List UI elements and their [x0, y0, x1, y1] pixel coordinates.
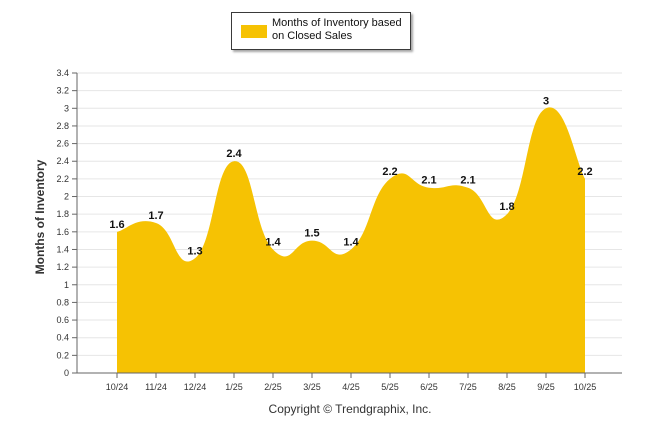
x-tick-label: 9/25 — [537, 382, 555, 392]
data-label: 1.5 — [304, 228, 319, 240]
y-tick-label: 0.4 — [56, 333, 69, 343]
y-tick-label: 3 — [64, 103, 69, 113]
data-label: 1.3 — [187, 245, 202, 257]
data-label: 1.7 — [148, 210, 163, 222]
x-tick-label: 7/25 — [459, 382, 477, 392]
data-label: 2.2 — [382, 166, 397, 178]
x-tick-label: 4/25 — [342, 382, 360, 392]
x-tick-label: 3/25 — [303, 382, 321, 392]
y-tick-label: 1.8 — [56, 209, 69, 219]
y-tick-label: 1 — [64, 280, 69, 290]
x-tick-label: 6/25 — [420, 382, 438, 392]
y-tick-label: 2.6 — [56, 139, 69, 149]
y-tick-label: 0 — [64, 368, 69, 378]
y-tick-label: 0.6 — [56, 315, 69, 325]
x-tick-label: 8/25 — [498, 382, 516, 392]
x-tick-label: 12/24 — [184, 382, 207, 392]
y-tick-label: 2.8 — [56, 121, 69, 131]
data-label: 1.4 — [265, 236, 281, 248]
area-fill — [117, 107, 585, 374]
data-label: 2.4 — [226, 148, 242, 160]
y-tick-label: 0.2 — [56, 350, 69, 360]
data-label: 2.2 — [577, 166, 592, 178]
y-tick-label: 2 — [64, 192, 69, 202]
x-tick-label: 5/25 — [381, 382, 399, 392]
legend: Months of Inventory based on Closed Sale… — [231, 12, 411, 50]
copyright-text: Copyright © Trendgraphix, Inc. — [268, 402, 432, 416]
area-series — [117, 107, 585, 374]
y-axis-title: Months of Inventory — [33, 159, 47, 275]
x-tick-label: 10/25 — [574, 382, 597, 392]
data-label: 2.1 — [460, 175, 475, 187]
y-axis: 0 0.2 0.4 0.6 0.8 1 1.2 1.4 1.6 1.8 2 2.2 2.4 2.6 2.8 3… — [56, 68, 78, 378]
data-label: 2.1 — [421, 175, 436, 187]
y-tick-label: 0.8 — [56, 297, 69, 307]
data-label: 1.8 — [499, 201, 514, 213]
y-tick-label: 3.4 — [56, 68, 69, 78]
y-tick-label: 1.2 — [56, 262, 69, 272]
data-label: 1.6 — [109, 219, 124, 231]
y-tick-label: 1.6 — [56, 227, 69, 237]
y-tick-label: 2.4 — [56, 156, 69, 166]
data-labels: 1.6 1.7 1.3 2.4 1.4 1.5 1.4 2.2 2.1 2.1 1.8 3 2.2 — [109, 95, 592, 257]
legend-label: Months of Inventory based on Closed Sale… — [272, 17, 402, 42]
y-tick-label: 1.4 — [56, 244, 69, 254]
data-label: 3 — [543, 95, 549, 107]
x-tick-label: 10/24 — [106, 382, 129, 392]
data-label: 1.4 — [343, 236, 359, 248]
x-axis: 10/24 11/24 12/24 1/25 2/25 3/25 4/25 5/25 6/25 7… — [77, 372, 622, 392]
x-tick-label: 2/25 — [264, 382, 282, 392]
y-tick-label: 3.2 — [56, 86, 69, 96]
legend-swatch — [241, 25, 267, 38]
x-tick-label: 1/25 — [225, 382, 243, 392]
y-tick-label: 2.2 — [56, 174, 69, 184]
x-tick-label: 11/24 — [145, 382, 167, 392]
